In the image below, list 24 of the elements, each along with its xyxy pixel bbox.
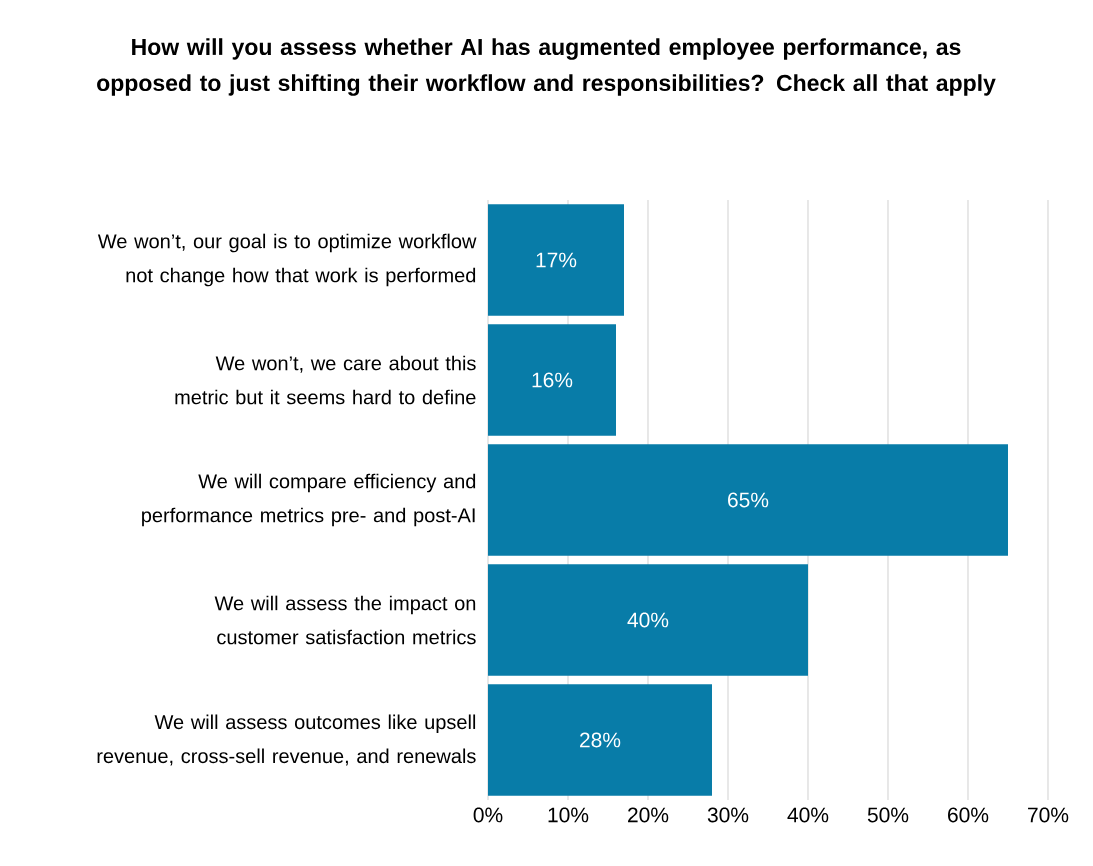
y-tick-label: We will compare efficiency and performance metrics pre- and post-AI bbox=[142, 473, 476, 527]
x-tick-label: 20% bbox=[628, 807, 669, 823]
bar bbox=[488, 564, 808, 676]
data-label: 65% bbox=[728, 492, 769, 508]
x-tick-label: 50% bbox=[867, 807, 909, 823]
y-tick-label: We won’t, our goal is to optimize workflow not change how that work is performed bbox=[97, 233, 477, 287]
chart-title: How will you assess whether AI has augmented employee performance, as opposed to just shifting their workflow and responsibilities? Check all that apply bbox=[97, 38, 996, 96]
data-label: 17% bbox=[536, 252, 577, 268]
x-tick-label: 70% bbox=[1028, 807, 1069, 823]
y-tick-label: We won’t, we care about this metric but it seems hard to define bbox=[175, 355, 476, 405]
bar bbox=[488, 684, 712, 796]
data-label: 40% bbox=[627, 612, 669, 628]
x-tick-label: 60% bbox=[948, 807, 989, 823]
bar bbox=[488, 324, 616, 436]
y-tick-label: We will assess outcomes like upsell revenue, cross-sell revenue, and renewals bbox=[97, 714, 476, 766]
bar bbox=[488, 204, 624, 316]
x-tick-label: 0% bbox=[473, 807, 503, 823]
x-tick-label: 40% bbox=[787, 807, 829, 823]
bar bbox=[488, 444, 1008, 556]
y-tick-label: We will assess the impact on customer satisfaction metrics bbox=[214, 595, 476, 645]
x-tick-label: 10% bbox=[548, 807, 589, 823]
data-label: 28% bbox=[580, 732, 621, 748]
x-tick-label: 30% bbox=[707, 807, 749, 823]
data-label: 16% bbox=[532, 372, 573, 388]
